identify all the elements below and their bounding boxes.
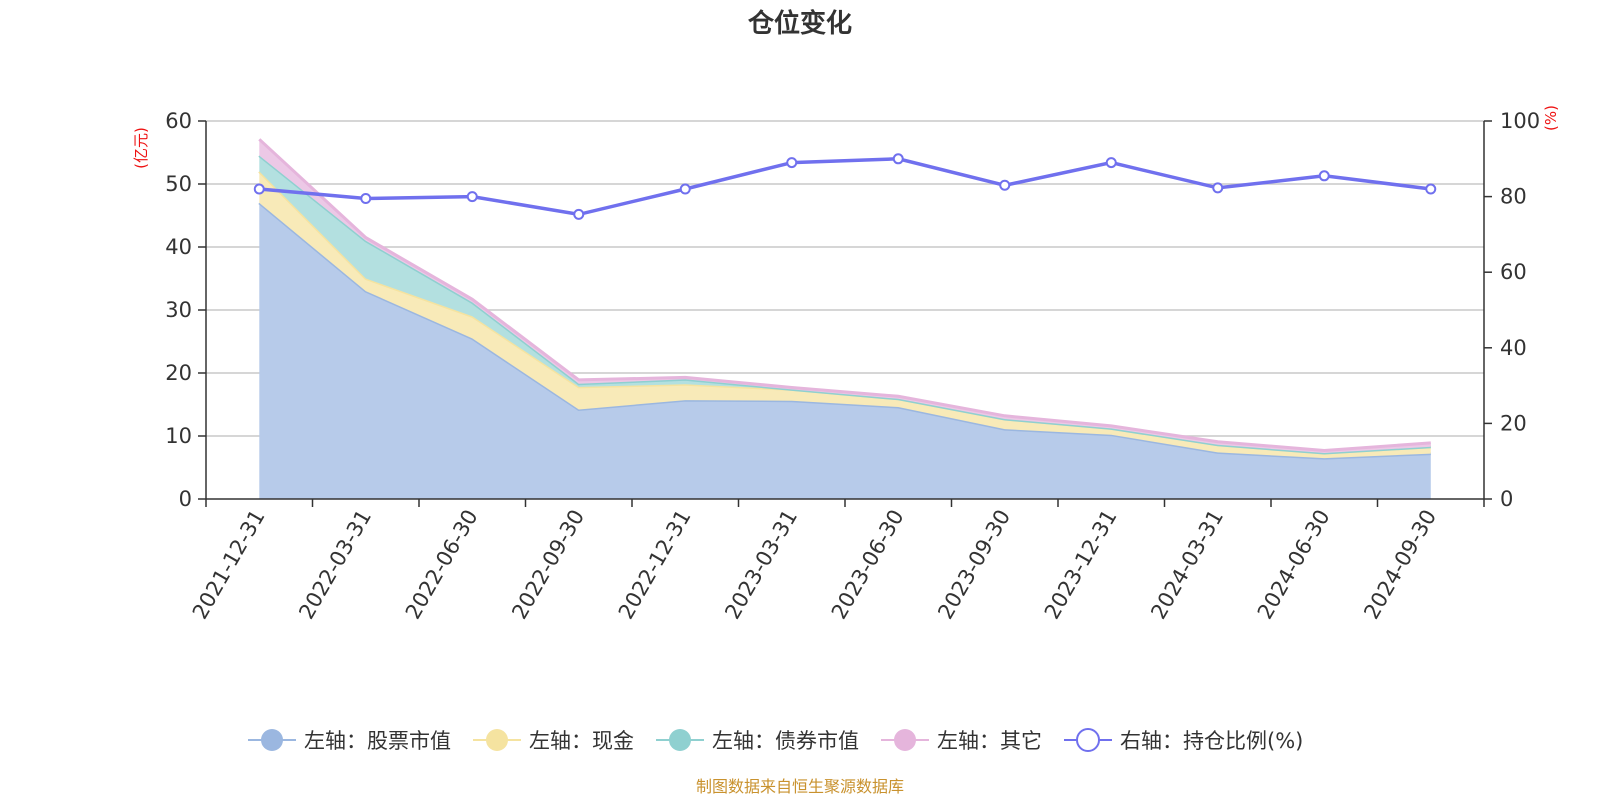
x-axis-tick-label: 2023-09-30 [933, 506, 1015, 624]
legend: 左轴：股票市值 左轴：现金 左轴：债券市值 左轴：其它 右轴：持仓比例(%) [248, 728, 1303, 753]
legend-marker [669, 729, 691, 751]
area-左轴：股票市值 [259, 202, 1431, 499]
ratio-line [259, 157, 1432, 217]
legend-marker [1076, 728, 1100, 752]
x-axis-tick-label: 2022-06-30 [401, 506, 483, 624]
area-左轴：现金 [259, 171, 1431, 459]
ratio-point [253, 183, 265, 195]
right-axis-tick-label: 40 [1500, 336, 1527, 360]
chart-title: 仓位变化 [747, 8, 852, 39]
ratio-point [1425, 183, 1437, 195]
left-axis-tick-label: 10 [165, 424, 192, 448]
area-edge-左轴：其它 [258, 138, 1431, 453]
legend-label: 左轴：股票市值 [304, 729, 451, 753]
left-axis-tick-label: 0 [179, 487, 192, 511]
legend-label: 左轴：现金 [529, 729, 634, 753]
right-axis-tick-label: 0 [1500, 487, 1513, 511]
left-axis-tick-label: 60 [165, 109, 192, 133]
right-axis-unit: (%) [1542, 105, 1560, 131]
x-axis-tick-label: 2022-03-31 [294, 506, 376, 624]
legend-item: 左轴：现金 [473, 729, 634, 753]
legend-marker [261, 729, 283, 751]
legend-item: 左轴：债券市值 [656, 729, 859, 753]
right-axis-tick-label: 60 [1500, 260, 1527, 284]
legend-item: 左轴：股票市值 [248, 729, 451, 753]
right-axis-tick-label: 20 [1500, 411, 1527, 435]
legend-item: 右轴：持仓比例(%) [1064, 728, 1303, 753]
legend-label: 左轴：其它 [937, 729, 1042, 753]
legend-label: 右轴：持仓比例(%) [1120, 729, 1303, 753]
ratio-point [892, 153, 904, 165]
ratio-point [360, 192, 372, 204]
right-axis-tick-label: 80 [1500, 185, 1527, 209]
x-axis-tick-label: 2022-09-30 [507, 506, 589, 624]
x-axis-tick-label: 2024-06-30 [1253, 506, 1335, 624]
x-axis-tick-label: 2021-12-31 [188, 506, 270, 624]
right-axis-tick-label: 100 [1500, 109, 1540, 133]
left-axis-tick-label: 50 [165, 172, 192, 196]
legend-marker [894, 729, 916, 751]
x-axis-tick-label: 2022-12-31 [614, 506, 696, 624]
x-axis-tick-label: 2024-09-30 [1359, 506, 1441, 624]
ratio-point [786, 157, 798, 169]
area-series [258, 138, 1431, 499]
legend-marker [486, 729, 508, 751]
ratio-point [1212, 182, 1224, 194]
ratio-point [999, 179, 1011, 191]
ratio-point [679, 183, 691, 195]
left-axis-tick-label: 20 [165, 361, 192, 385]
ratio-point [466, 191, 478, 203]
ratio-point [1105, 157, 1117, 169]
ratio-point [573, 208, 585, 220]
ratio-point [1318, 170, 1330, 182]
x-axis-tick-label: 2023-03-31 [720, 506, 802, 624]
ratio-line-series [253, 153, 1437, 220]
x-axis-tick-label: 2023-06-30 [827, 506, 909, 624]
legend-item: 左轴：其它 [881, 729, 1042, 753]
left-axis-tick-label: 40 [165, 235, 192, 259]
left-axis-unit: (亿元) [132, 127, 150, 169]
x-axis-tick-label: 2023-12-31 [1040, 506, 1122, 624]
left-axis-tick-label: 30 [165, 298, 192, 322]
data-source-footer: 制图数据来自恒生聚源数据库 [696, 777, 904, 796]
x-axis-tick-label: 2024-03-31 [1146, 506, 1228, 624]
legend-label: 左轴：债券市值 [712, 729, 859, 753]
